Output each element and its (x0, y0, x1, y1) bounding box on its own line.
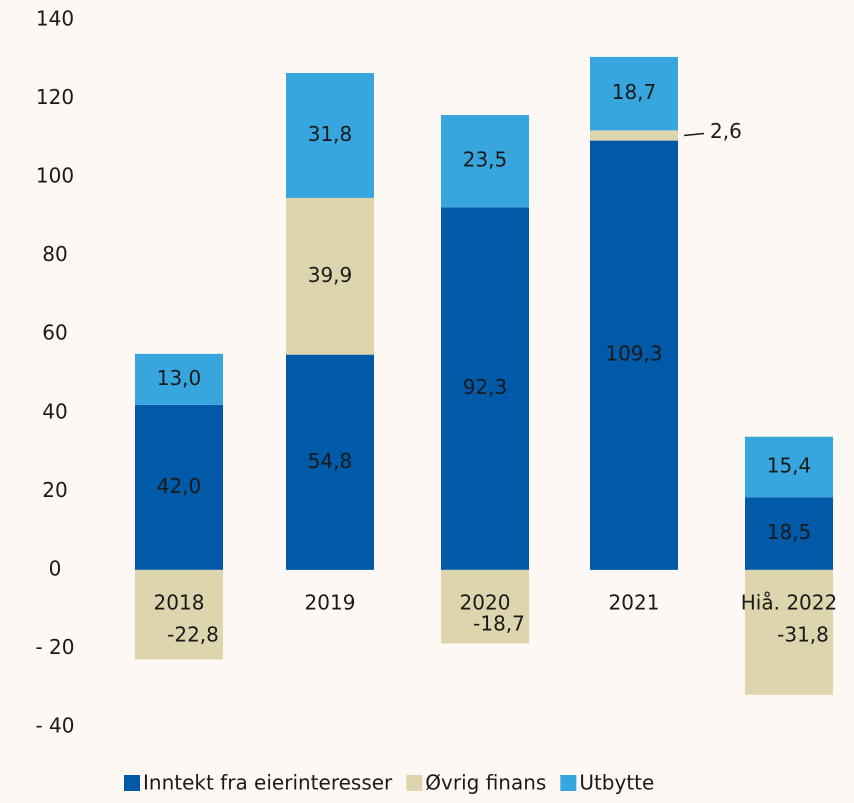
bar-segment (441, 207, 529, 570)
data-label: 23,5 (463, 148, 508, 172)
legend-swatch (124, 775, 140, 791)
legend-label: Øvrig finans (425, 771, 546, 795)
y-tick-label: 20 (42, 478, 67, 502)
bar-segment (135, 569, 223, 660)
bar-segment (135, 404, 223, 570)
y-tick-label: 140 (36, 7, 74, 31)
y-tick-label: 120 (36, 85, 74, 109)
x-tick-label: 2021 (609, 590, 660, 614)
y-tick-label: 100 (36, 164, 74, 188)
data-label: 109,3 (605, 342, 662, 366)
legend-swatch (560, 775, 577, 791)
data-label: 31,8 (308, 122, 353, 146)
bar-segment (441, 569, 529, 644)
y-tick-label: - 20 (35, 635, 74, 659)
bar-segment (745, 569, 833, 695)
bar-segment (590, 56, 678, 131)
data-label: 18,5 (767, 520, 812, 544)
data-label: 54,8 (308, 449, 353, 473)
data-label: 39,9 (308, 263, 353, 287)
legend-label: Inntekt fra eierinteresser (143, 771, 393, 795)
bar-segment (745, 436, 833, 498)
bar-segment (286, 73, 374, 198)
data-label: 42,0 (157, 474, 202, 498)
bar-segment (135, 353, 223, 405)
x-tick-label: Hiå. 2022 (741, 590, 837, 614)
data-label: 15,4 (767, 453, 812, 477)
bar-segment (441, 115, 529, 208)
data-label: 2,6 (710, 119, 742, 143)
x-tick-label: 2018 (154, 590, 205, 614)
legend-label: Utbytte (579, 771, 654, 795)
leader-line (683, 132, 705, 137)
data-label: -31,8 (777, 622, 829, 646)
y-tick-label: 80 (42, 242, 67, 266)
y-tick-label: - 40 (35, 714, 74, 738)
bar-segment (286, 197, 374, 355)
data-label: 13,0 (157, 366, 202, 390)
bar-segment (286, 354, 374, 570)
data-label: -22,8 (167, 622, 219, 646)
x-tick-label: 2020 (460, 590, 511, 614)
bar-segment (590, 130, 678, 141)
y-tick-label: 40 (42, 399, 67, 423)
bar-segment (590, 140, 678, 570)
y-tick-label: 0 (49, 556, 62, 580)
bar-segment (745, 497, 833, 570)
data-label: 92,3 (463, 375, 508, 399)
data-label: 18,7 (612, 80, 657, 104)
data-label: -18,7 (473, 611, 525, 635)
legend-swatch (406, 775, 423, 791)
x-tick-label: 2019 (305, 590, 356, 614)
y-tick-label: 60 (42, 321, 67, 345)
